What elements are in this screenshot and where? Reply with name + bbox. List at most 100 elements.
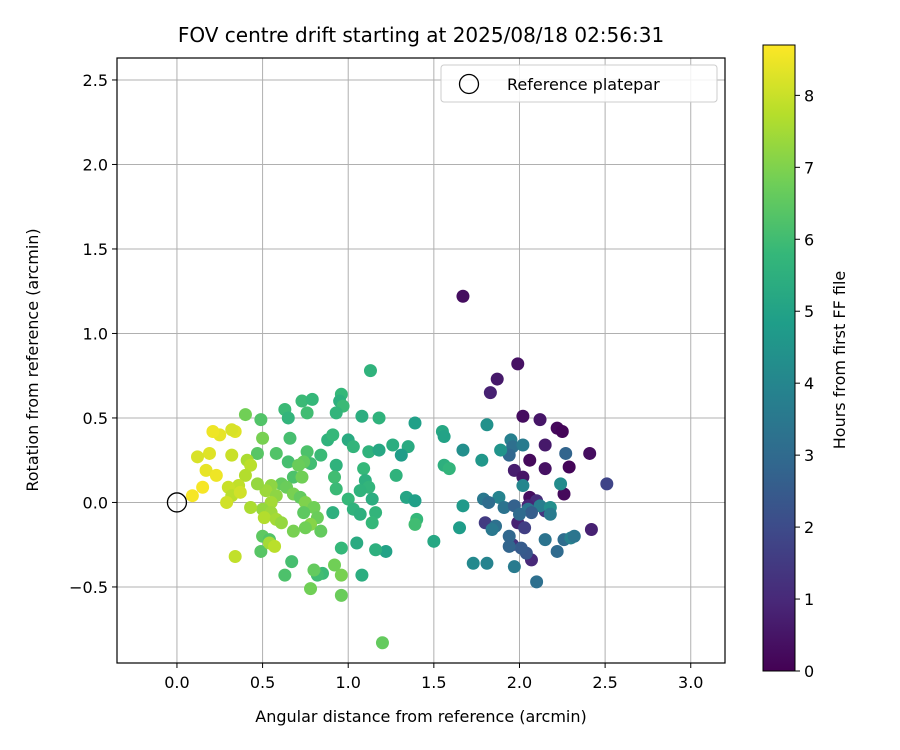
data-point [584,522,598,536]
legend-open-circle-marker [458,73,480,95]
plot-frame [116,57,726,664]
data-point [362,445,376,459]
y-tick-label: 1.5 [83,240,108,259]
y-tick-label: 2.5 [83,71,108,90]
x-tick-label: 0.5 [250,673,275,692]
data-point [297,506,311,520]
colorbar-label: Hours from first FF file [830,271,849,450]
data-point [314,448,328,462]
data-point [199,463,213,477]
colorbar-ticks: 0 1 2 3 4 5 6 7 8 [795,86,814,681]
data-point [286,524,300,538]
data-point [530,575,544,589]
y-axis-label: Rotation from reference (arcmin) [23,228,42,491]
x-tick-label: 0.0 [164,673,189,692]
data-point [372,411,386,425]
data-point [353,484,367,498]
colorbar-gradient [762,44,796,672]
x-tick-label: 3.0 [678,673,703,692]
data-point [502,539,516,553]
reference-marker [166,492,188,513]
data-point [355,568,369,582]
data-point [394,448,408,462]
colorbar-tick-label: 2 [804,518,814,537]
data-point [511,357,525,371]
data-point [372,443,386,457]
x-axis-label: Angular distance from reference (arcmin) [255,707,586,726]
data-point [238,468,252,482]
data-point [328,558,342,572]
data-point [346,440,360,454]
colorbar-tick-label: 8 [804,86,814,105]
data-point [285,555,299,569]
y-tick-label: 1.0 [83,324,108,343]
data-point [353,507,367,521]
data-point [379,544,393,558]
data-point [225,423,239,437]
data-point [292,458,306,472]
data-point [559,446,573,460]
reference-platepar-marker [166,492,188,513]
y-axis-ticks: −0.5 0.0 0.5 1.0 1.5 2.0 2.5 [69,71,117,597]
data-point [314,524,328,538]
colorbar-tick-label: 6 [804,230,814,249]
data-point [516,409,530,423]
data-point [298,521,312,535]
legend: Reference platepar [440,64,718,103]
x-tick-label: 2.0 [507,673,532,692]
data-point [557,487,571,501]
data-point [408,517,422,531]
data-point [300,406,314,420]
data-point [233,485,247,499]
data-point [334,541,348,555]
data-point [538,438,552,452]
data-point [583,446,597,460]
data-point [555,424,569,438]
data-point [562,460,576,474]
y-tick-label: −0.5 [69,578,108,597]
data-point [456,289,470,303]
data-point [567,529,581,543]
data-point [244,458,258,472]
data-point [269,446,283,460]
y-tick-label: 0.5 [83,409,108,428]
data-point [281,455,295,469]
colorbar-tick-label: 7 [804,158,814,177]
data-point [238,408,252,422]
data-point [482,495,496,509]
data-point [490,372,504,386]
data-point [466,556,480,570]
colorbar-tick-label: 1 [804,590,814,609]
data-point [494,443,508,457]
data-point [514,541,528,555]
data-point [516,479,530,493]
data-point [305,392,319,406]
data-point [190,450,204,464]
colorbar-tick-label: 0 [804,662,814,681]
chart-title: FOV centre drift starting at 2025/08/18 … [178,23,664,47]
data-point [365,516,379,530]
data-point [328,470,342,484]
data-point [524,506,538,520]
data-point [437,430,451,444]
data-point [554,477,568,491]
data-point [254,413,268,427]
data-point [274,516,288,530]
data-point [341,492,355,506]
data-point [386,438,400,452]
colorbar-tick-label: 5 [804,302,814,321]
data-point [357,462,371,476]
colorbar-tick-label: 4 [804,374,814,393]
data-point [533,413,547,427]
y-tick-label: 0.0 [83,493,108,512]
data-point [326,428,340,442]
data-point [355,409,369,423]
data-point [369,506,383,520]
data-point [363,364,377,378]
data-point [228,550,242,564]
data-point [326,506,340,520]
colorbar: 0 1 2 3 4 5 6 7 8 Hours from first FF file [762,44,849,681]
data-point [295,470,309,484]
data-point [304,582,318,596]
